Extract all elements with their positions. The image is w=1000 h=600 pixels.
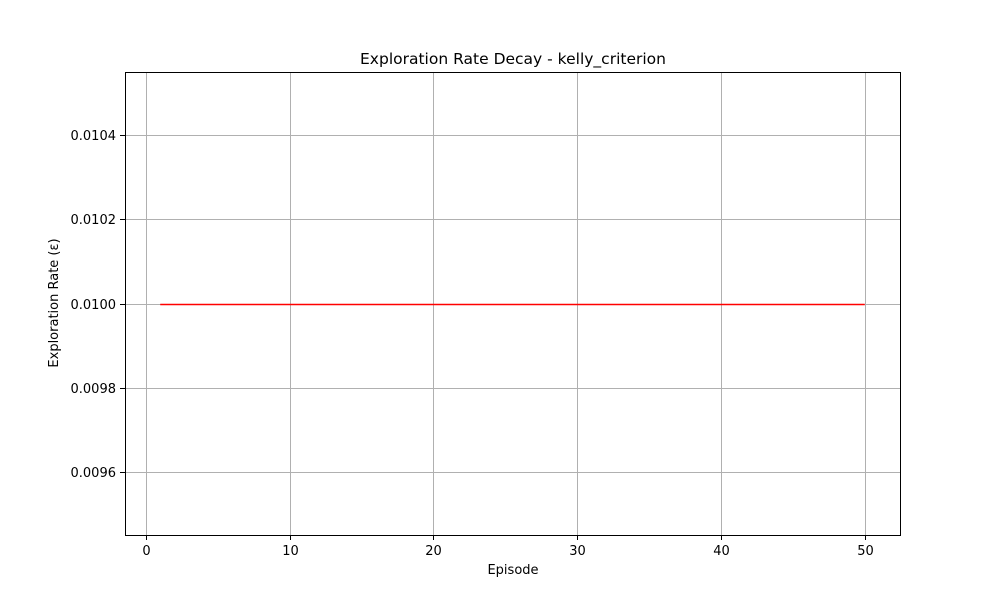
x-tick-label: 10 [282, 544, 299, 559]
grid [125, 72, 900, 535]
y-tick-label: 0.0104 [71, 129, 117, 144]
x-axis-label: Episode [487, 563, 538, 578]
x-tick-label: 20 [425, 544, 442, 559]
axis-ticks: 0 10 20 30 40 50 0.0096 0.0098 0.0100 0.0102 0.010… [71, 129, 874, 559]
x-tick-label: 30 [569, 544, 586, 559]
chart-title: Exploration Rate Decay - kelly_criterion [360, 50, 666, 69]
x-tick-label: 0 [142, 544, 150, 559]
plot-frame [125, 72, 901, 536]
y-axis-label: Exploration Rate (ε) [47, 238, 62, 367]
y-tick-label: 0.0102 [71, 213, 117, 228]
y-tick-label: 0.0096 [71, 466, 117, 481]
x-tick-label: 40 [713, 544, 730, 559]
y-tick-label: 0.0098 [71, 382, 117, 397]
y-tick-label: 0.0100 [71, 298, 117, 313]
x-tick-label: 50 [857, 544, 874, 559]
